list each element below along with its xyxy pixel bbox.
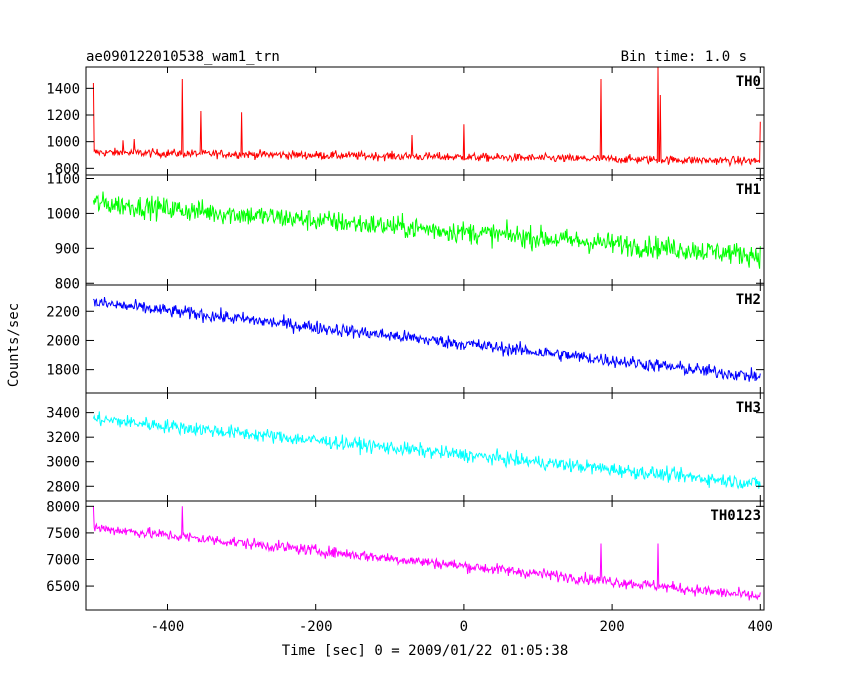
y-tick-label: 900 bbox=[55, 241, 80, 257]
x-tick-label: -400 bbox=[151, 619, 185, 635]
y-axis-label: Counts/sec bbox=[6, 303, 22, 387]
y-tick-label: 1000 bbox=[46, 135, 80, 151]
panel-th0123: 6500 7000 7500 8000 TH0123 bbox=[46, 499, 765, 611]
chart-subtitle: Bin time: 1.0 s bbox=[621, 49, 747, 65]
panel-label-th0123: TH0123 bbox=[710, 508, 761, 524]
y-tick-label: 3200 bbox=[46, 430, 80, 446]
y-tick-label: 1200 bbox=[46, 108, 80, 124]
y-tick-label: 7000 bbox=[46, 552, 80, 568]
series-line-th2 bbox=[93, 297, 761, 382]
panel-frame bbox=[85, 500, 765, 611]
x-tick-label: 0 bbox=[460, 619, 468, 635]
panel-th1: 800 900 1000 1100 TH1 bbox=[46, 171, 765, 292]
x-tick-label: 400 bbox=[748, 619, 773, 635]
chart-title: ae090122010538_wam1_trn bbox=[86, 49, 280, 65]
panel-frame bbox=[85, 66, 765, 176]
series-line-th1 bbox=[92, 191, 761, 269]
panel-label-th0: TH0 bbox=[736, 74, 761, 90]
y-tick-label: 8000 bbox=[46, 499, 80, 515]
y-tick-label: 3000 bbox=[46, 455, 80, 471]
y-tick-label: 2200 bbox=[46, 304, 80, 320]
panel-th2: 1800 2000 2200 TH2 bbox=[46, 284, 765, 394]
panel-label-th3: TH3 bbox=[736, 400, 761, 416]
panel-label-th1: TH1 bbox=[736, 182, 761, 198]
panel-label-th2: TH2 bbox=[736, 292, 761, 308]
x-tick-labels: -400 -200 0 200 400 bbox=[151, 619, 773, 635]
x-axis-label: Time [sec] 0 = 2009/01/22 01:05:38 bbox=[282, 643, 569, 659]
y-tick-label: 3400 bbox=[46, 406, 80, 422]
series-line-th3 bbox=[92, 411, 761, 490]
series-line-th0 bbox=[92, 67, 761, 168]
y-tick-label: 6500 bbox=[46, 579, 80, 595]
y-tick-label: 2800 bbox=[46, 479, 80, 495]
panel-frame bbox=[85, 392, 765, 502]
y-tick-label: 1800 bbox=[46, 363, 80, 379]
x-tick-label: 200 bbox=[599, 619, 624, 635]
panels-group: 800 1000 1200 1400 TH0 800 900 1000 1100 TH1 1800 2… bbox=[46, 66, 765, 611]
y-tick-label: 2000 bbox=[46, 333, 80, 349]
x-tick-label: -200 bbox=[299, 619, 333, 635]
y-tick-label: 1000 bbox=[46, 206, 80, 222]
panel-th0: 800 1000 1200 1400 TH0 bbox=[46, 66, 765, 177]
series-line-th0123 bbox=[92, 506, 761, 601]
panel-th3: 2800 3000 3200 3400 TH3 bbox=[46, 392, 765, 502]
y-tick-label: 1100 bbox=[46, 171, 80, 187]
y-tick-label: 7500 bbox=[46, 526, 80, 542]
y-tick-label: 800 bbox=[55, 276, 80, 292]
y-tick-label: 1400 bbox=[46, 81, 80, 97]
y-tick-label: 800 bbox=[55, 161, 80, 177]
